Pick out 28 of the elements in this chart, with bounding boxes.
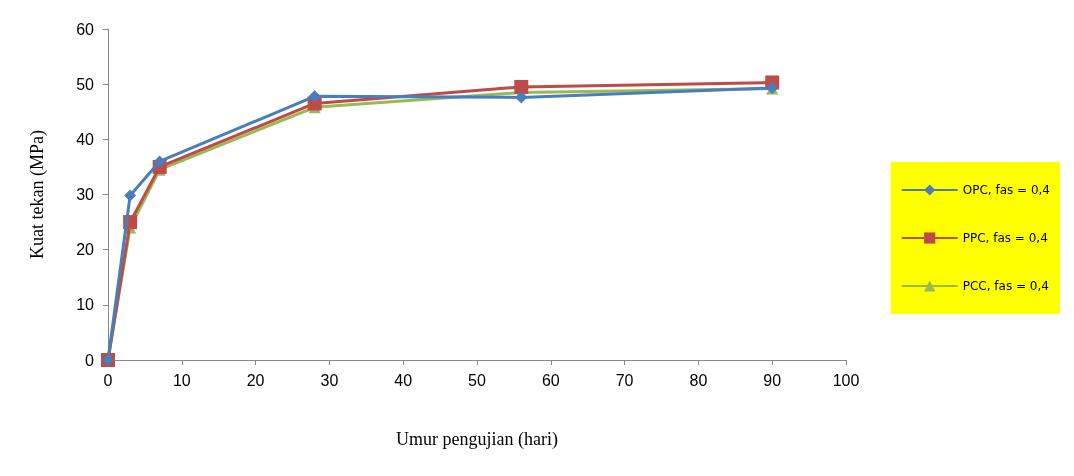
- x-tick-label: 90: [763, 371, 782, 389]
- x-tick-label: 20: [246, 371, 265, 389]
- y-tick-label: 60: [76, 20, 95, 38]
- x-tick-label: 50: [468, 371, 486, 389]
- x-tick-label: 40: [394, 371, 413, 389]
- y-tick-label: 0: [85, 351, 95, 369]
- x-tick-label: 60: [541, 371, 560, 389]
- y-tick-label: 20: [76, 241, 95, 259]
- point: [308, 90, 321, 103]
- y-axis-title: Kuat tekan (MPa): [27, 130, 48, 259]
- x-tick-label: 70: [615, 371, 634, 389]
- x-tick-label: 30: [320, 371, 339, 389]
- y-tick-label: 40: [76, 130, 95, 148]
- x-tick-label: 0: [103, 371, 113, 389]
- y-tick-label: 50: [76, 75, 95, 93]
- x-tick-label: 80: [689, 371, 708, 389]
- x-axis-title: Umur pengujian (hari): [396, 429, 558, 450]
- x-tick-label: 10: [172, 371, 191, 389]
- point: [153, 155, 166, 168]
- y-tick-label: 30: [76, 186, 95, 203]
- point: [515, 91, 528, 104]
- point: [514, 79, 529, 94]
- legend-label: OPC, fas = 0,4: [962, 183, 1051, 197]
- x-tick-label: 100: [832, 371, 860, 389]
- y-tick-label: 10: [76, 296, 95, 314]
- point: [124, 189, 137, 202]
- legend-label: PPC, fas = 0,4: [962, 231, 1048, 245]
- legend-label: PCC, fas = 0,4: [962, 279, 1049, 293]
